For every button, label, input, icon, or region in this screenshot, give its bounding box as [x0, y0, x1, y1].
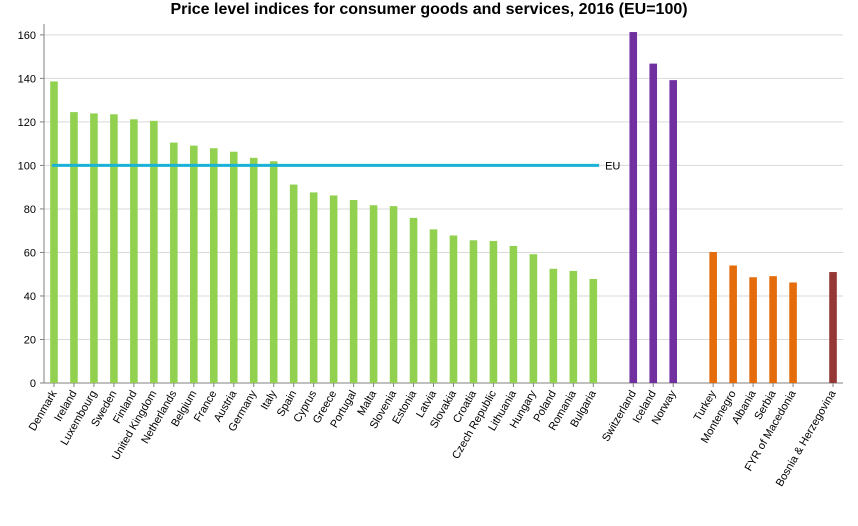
bar-latvia	[429, 229, 438, 383]
bar-lithuania	[509, 245, 518, 383]
bar-malta	[369, 205, 378, 383]
gridlines	[44, 34, 843, 340]
bar-croatia	[469, 240, 478, 383]
bar-slovakia	[449, 235, 458, 383]
bar-france	[209, 148, 218, 383]
y-tick-label: 60	[24, 247, 36, 259]
bar-poland	[549, 268, 558, 383]
bar-austria	[229, 151, 238, 383]
bar-romania	[569, 270, 578, 383]
bar-denmark	[50, 81, 58, 383]
bar-serbia	[769, 276, 777, 383]
bar-albania	[749, 277, 757, 383]
y-tick-label: 0	[30, 378, 36, 390]
y-tick-label: 160	[18, 30, 36, 42]
bar-bulgaria	[589, 278, 598, 383]
bar-estonia	[409, 217, 418, 383]
chart-title: Price level indices for consumer goods a…	[170, 1, 688, 18]
eu-reference-label: EU	[605, 160, 620, 172]
bar-greece	[329, 195, 338, 383]
y-tick-label: 20	[24, 334, 36, 346]
bar-iceland	[649, 63, 658, 384]
bars	[50, 32, 837, 384]
y-tick-label: 80	[24, 204, 36, 216]
bar-italy	[269, 161, 278, 383]
bar-sweden	[110, 114, 118, 383]
bar-montenegro	[729, 265, 737, 383]
y-tick-label: 40	[24, 291, 36, 303]
bar-belgium	[190, 145, 198, 383]
bar-ireland	[70, 112, 78, 384]
bar-finland	[130, 119, 138, 383]
bar-netherlands	[170, 142, 178, 383]
y-tick-label: 100	[18, 160, 36, 172]
bar-united-kingdom	[150, 120, 158, 383]
x-tick-label: Denmark	[27, 388, 60, 433]
bar-slovenia	[389, 206, 398, 383]
bar-czech-republic	[489, 240, 498, 383]
bar-bosnia-herzegovina	[829, 272, 837, 383]
bar-fyr-of-macedonia	[789, 282, 797, 383]
bar-luxembourg	[90, 113, 98, 383]
bar-turkey	[709, 252, 717, 383]
bar-spain	[289, 184, 298, 383]
bar-norway	[669, 80, 678, 383]
bar-germany	[249, 157, 258, 383]
reference-line-group: EU	[52, 160, 620, 172]
bar-hungary	[529, 254, 538, 383]
y-tick-label: 120	[18, 117, 36, 129]
bar-cyprus	[309, 192, 318, 383]
bar-portugal	[349, 200, 358, 383]
y-tick-label: 140	[18, 73, 36, 85]
category-labels: DenmarkIrelandLuxembourgSwedenFinlandUni…	[27, 388, 839, 489]
bar-switzerland	[629, 32, 638, 384]
